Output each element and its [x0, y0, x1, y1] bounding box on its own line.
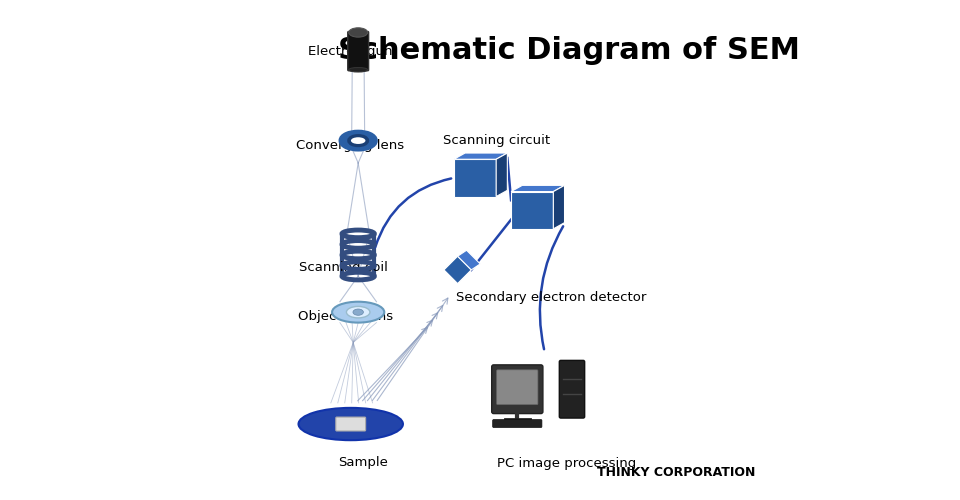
Ellipse shape: [299, 408, 403, 440]
Text: Secondary electron detector: Secondary electron detector: [456, 290, 646, 304]
Polygon shape: [454, 153, 507, 160]
Text: THINKY CORPORATION: THINKY CORPORATION: [597, 466, 756, 478]
Ellipse shape: [342, 133, 374, 148]
Polygon shape: [511, 186, 564, 192]
FancyBboxPatch shape: [496, 370, 538, 404]
Ellipse shape: [348, 28, 368, 37]
Ellipse shape: [348, 68, 368, 72]
Text: Scanning coil: Scanning coil: [299, 261, 388, 274]
Ellipse shape: [353, 309, 364, 316]
FancyBboxPatch shape: [560, 360, 585, 418]
Text: Schematic Diagram of SEM: Schematic Diagram of SEM: [339, 36, 801, 65]
FancyBboxPatch shape: [348, 32, 369, 71]
Text: Objective lens: Objective lens: [298, 310, 393, 322]
Text: Electron gun: Electron gun: [308, 44, 393, 58]
Polygon shape: [444, 256, 471, 283]
Text: Converging lens: Converging lens: [296, 139, 404, 152]
Text: PC image processing: PC image processing: [497, 458, 636, 470]
Polygon shape: [458, 250, 480, 270]
Ellipse shape: [351, 138, 366, 144]
Polygon shape: [511, 192, 553, 229]
Text: Scanning circuit: Scanning circuit: [443, 134, 550, 147]
Polygon shape: [496, 153, 507, 196]
FancyBboxPatch shape: [492, 420, 541, 428]
FancyBboxPatch shape: [336, 417, 366, 431]
Polygon shape: [454, 160, 496, 196]
Ellipse shape: [332, 302, 384, 322]
Ellipse shape: [347, 306, 370, 318]
FancyBboxPatch shape: [492, 365, 543, 414]
Polygon shape: [553, 186, 564, 229]
Text: Sample: Sample: [338, 456, 388, 469]
